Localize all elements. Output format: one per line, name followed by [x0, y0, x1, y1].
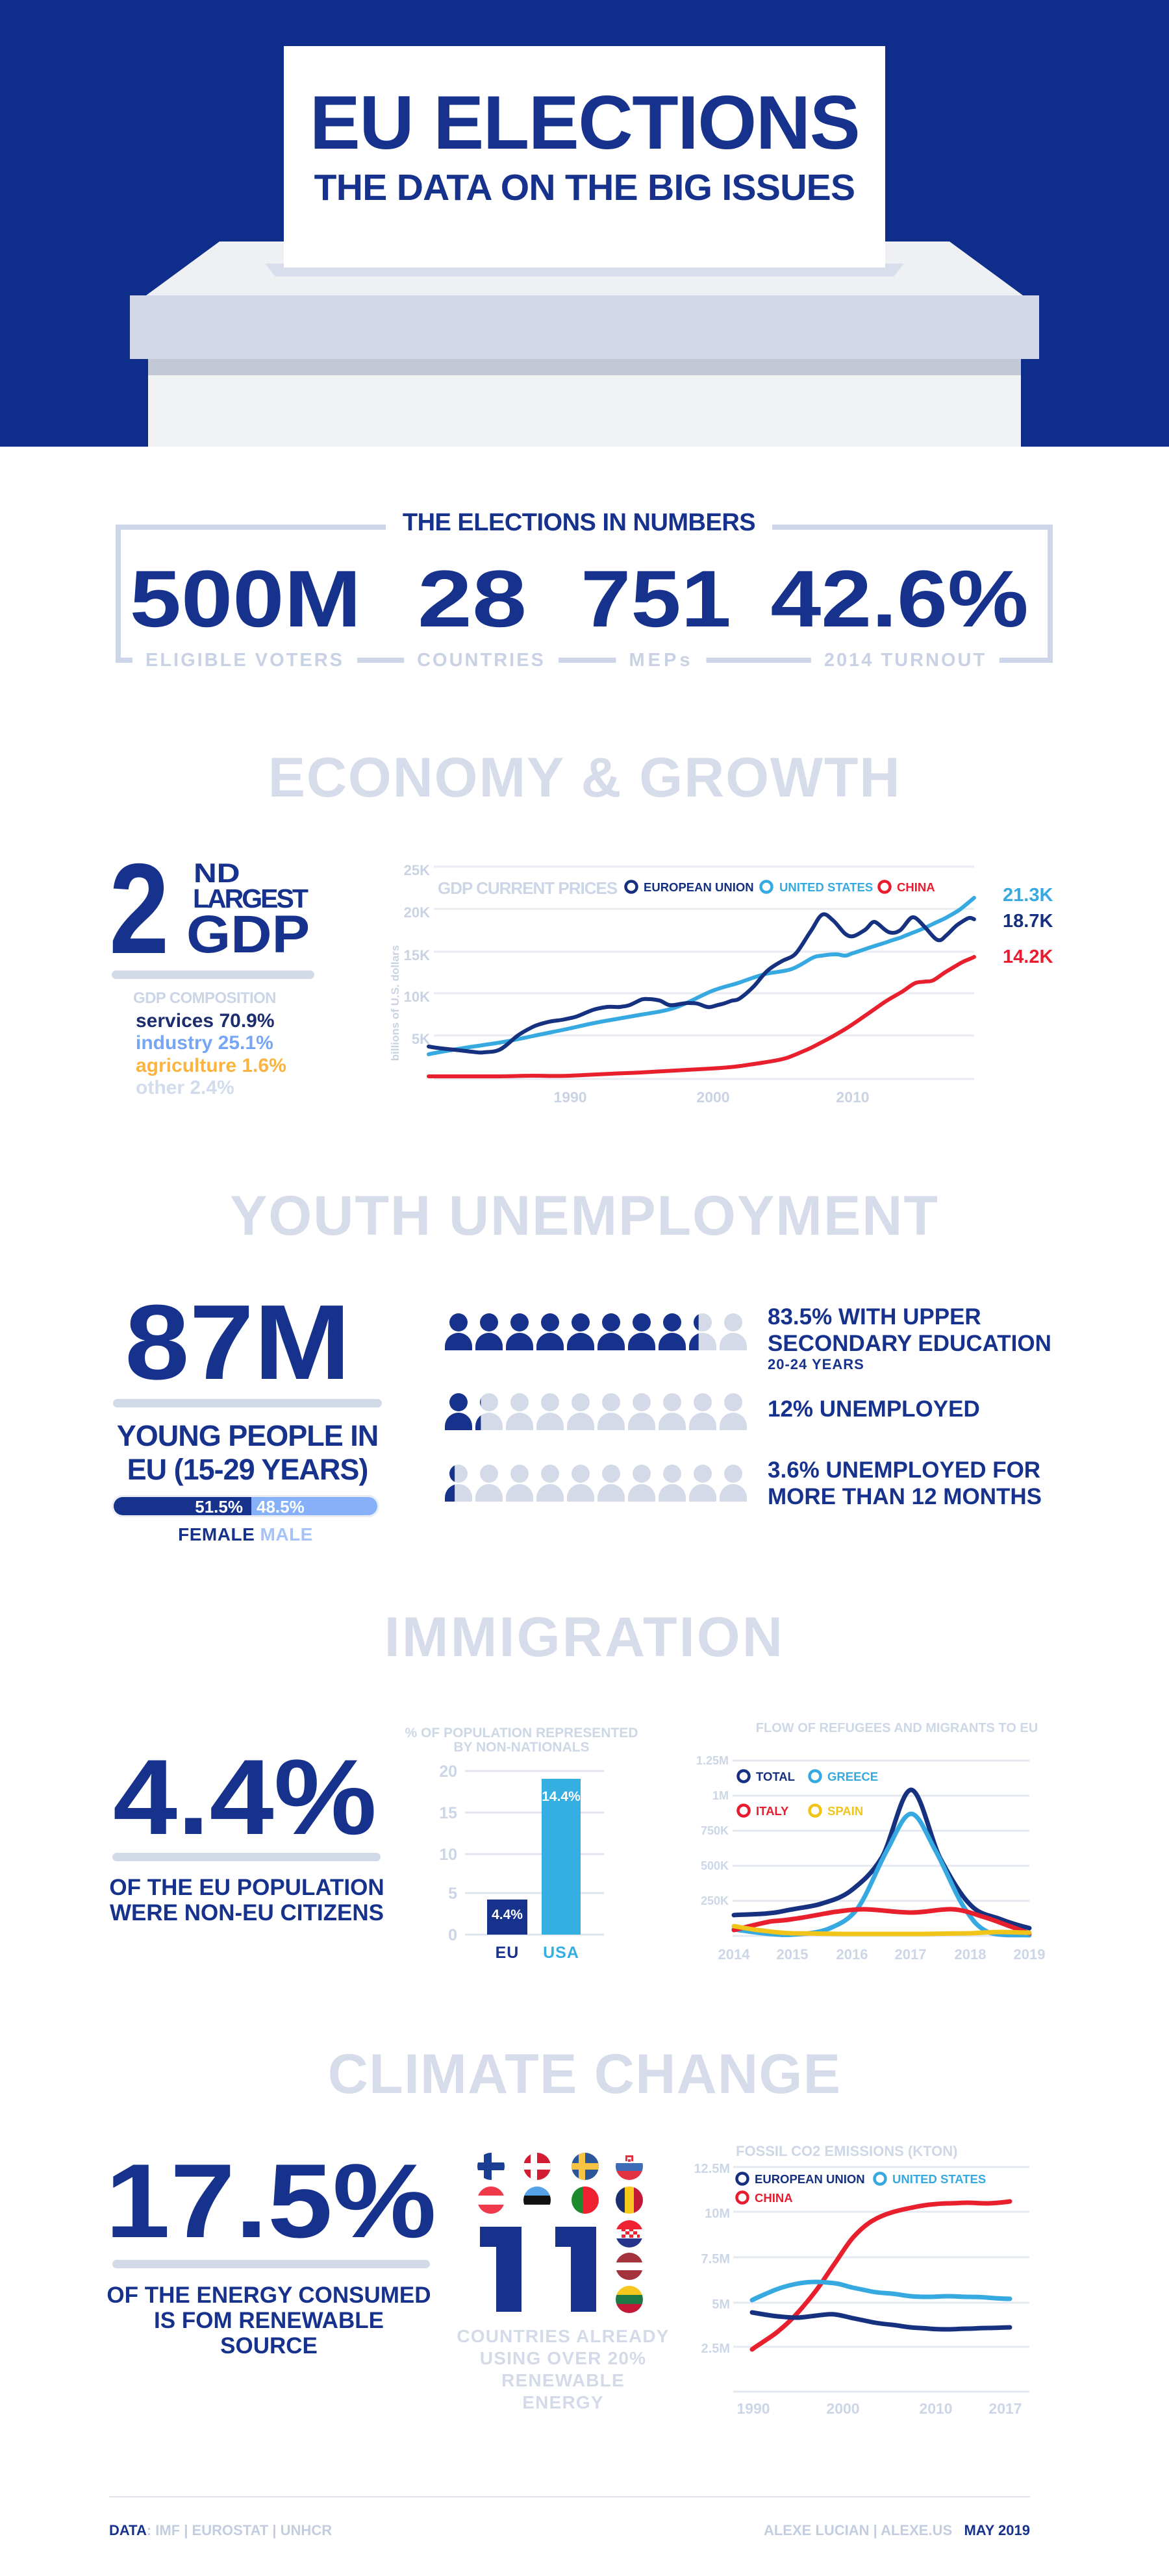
svg-text:2000: 2000: [696, 1089, 729, 1106]
svg-text:15: 15: [439, 1804, 457, 1822]
svg-text:500K: 500K: [701, 1859, 729, 1872]
svg-text:2019: 2019: [1014, 1946, 1046, 1963]
svg-text:FLOW OF REFUGEES AND MIGRANTS: FLOW OF REFUGEES AND MIGRANTS TO EU: [756, 1721, 1038, 1735]
svg-text:2017: 2017: [988, 2400, 1022, 2417]
svg-text:USA: USA: [543, 1944, 579, 1962]
svg-text:ITALY: ITALY: [756, 1804, 789, 1818]
svg-text:UNITED STATES: UNITED STATES: [779, 880, 873, 894]
svg-text:2017: 2017: [895, 1946, 927, 1963]
svg-text:0: 0: [448, 1926, 457, 1944]
svg-text:UNITED STATES: UNITED STATES: [892, 2172, 986, 2186]
svg-text:10: 10: [439, 1846, 457, 1864]
svg-text:EU: EU: [496, 1944, 520, 1962]
svg-text:18.7K: 18.7K: [1003, 911, 1053, 932]
svg-text:EUROPEAN UNION: EUROPEAN UNION: [644, 880, 754, 894]
svg-text:billions of U.S. dollars: billions of U.S. dollars: [389, 945, 401, 1061]
svg-text:2010: 2010: [919, 2400, 952, 2417]
svg-text:CHINA: CHINA: [897, 880, 935, 894]
svg-text:1M: 1M: [712, 1789, 729, 1802]
svg-text:2014: 2014: [718, 1946, 751, 1963]
svg-text:5M: 5M: [712, 2297, 730, 2312]
svg-text:2016: 2016: [836, 1946, 868, 1963]
svg-text:20: 20: [439, 1763, 457, 1781]
svg-text:% OF POPULATION REPRESENTED: % OF POPULATION REPRESENTED: [405, 1726, 638, 1740]
svg-text:5: 5: [448, 1885, 457, 1903]
svg-text:750K: 750K: [701, 1824, 729, 1837]
svg-text:250K: 250K: [701, 1894, 729, 1907]
svg-text:21.3K: 21.3K: [1003, 885, 1053, 906]
svg-text:BY NON-NATIONALS: BY NON-NATIONALS: [453, 1740, 589, 1755]
svg-text:25K: 25K: [404, 862, 430, 878]
svg-text:GREECE: GREECE: [827, 1770, 878, 1783]
svg-text:5K: 5K: [412, 1031, 430, 1047]
svg-text:10M: 10M: [705, 2207, 730, 2221]
svg-text:FOSSIL CO2 EMISSIONS (KTON): FOSSIL CO2 EMISSIONS (KTON): [736, 2143, 957, 2159]
svg-text:10K: 10K: [404, 989, 430, 1005]
svg-text:14.4%: 14.4%: [542, 1789, 581, 1804]
svg-text:2000: 2000: [826, 2400, 859, 2417]
svg-text:TOTAL: TOTAL: [756, 1770, 795, 1783]
svg-text:14.2K: 14.2K: [1003, 947, 1053, 967]
svg-text:SPAIN: SPAIN: [827, 1804, 863, 1818]
svg-text:15K: 15K: [404, 947, 430, 963]
svg-text:4.4%: 4.4%: [492, 1907, 523, 1922]
svg-text:7.5M: 7.5M: [701, 2252, 730, 2266]
svg-text:1990: 1990: [736, 2400, 770, 2417]
svg-text:2.5M: 2.5M: [701, 2342, 730, 2356]
svg-text:2010: 2010: [836, 1089, 869, 1106]
svg-text:2018: 2018: [955, 1946, 987, 1963]
svg-text:2015: 2015: [777, 1946, 809, 1963]
svg-text:1990: 1990: [553, 1089, 586, 1106]
svg-text:12.5M: 12.5M: [694, 2162, 730, 2176]
svg-text:GDP CURRENT PRICES: GDP CURRENT PRICES: [438, 878, 618, 898]
svg-text:1.25M: 1.25M: [696, 1754, 729, 1767]
svg-text:CHINA: CHINA: [755, 2191, 793, 2205]
svg-text:EUROPEAN UNION: EUROPEAN UNION: [755, 2172, 865, 2186]
svg-text:20K: 20K: [404, 904, 430, 921]
